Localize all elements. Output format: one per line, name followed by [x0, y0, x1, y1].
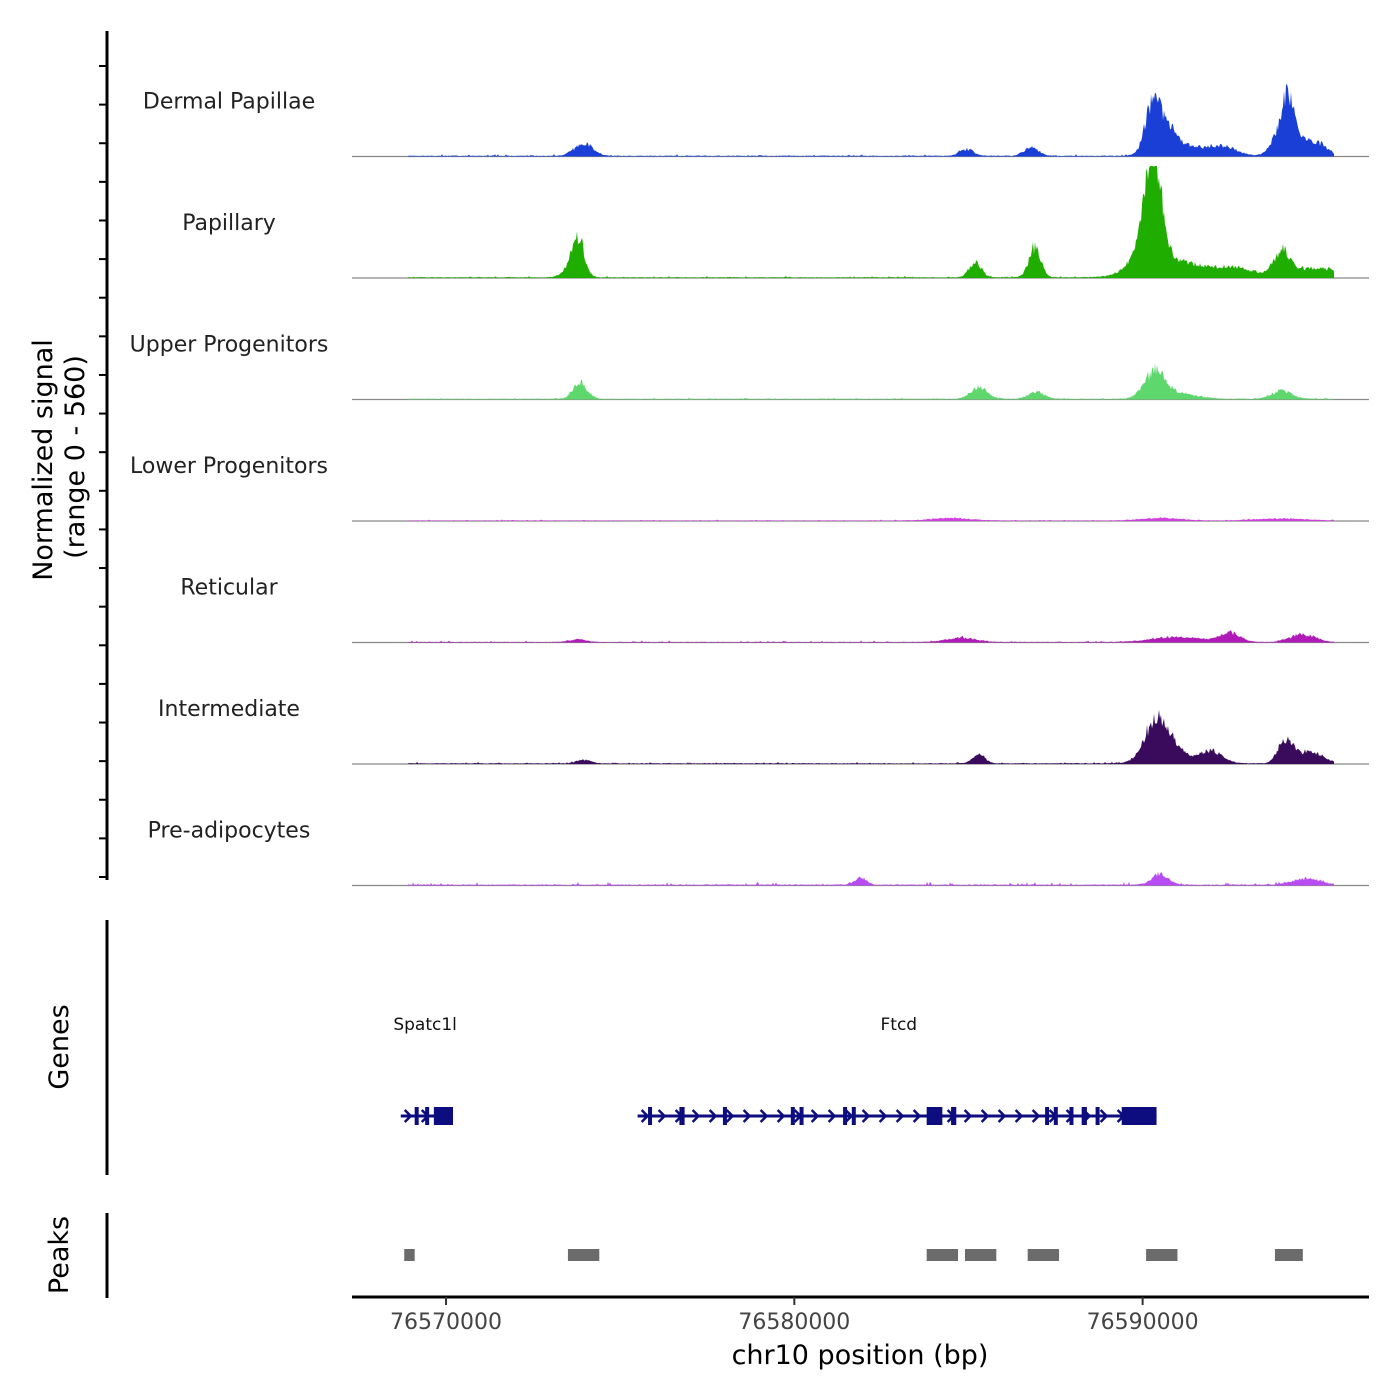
track-dermal-papillae: Dermal Papillae [143, 84, 1369, 158]
peak-region [567, 1249, 600, 1261]
x-tick-label: 76580000 [738, 1310, 850, 1335]
signal-area [408, 84, 1334, 157]
exon [843, 1107, 848, 1125]
y-axis-label-line2: (range 0 - 560) [60, 355, 91, 559]
strand-arrow [657, 1109, 667, 1123]
strand-arrow [725, 1109, 735, 1123]
exon [1095, 1107, 1100, 1125]
x-tick-label: 76590000 [1087, 1310, 1199, 1335]
genes-panel-label: Genes [44, 1004, 75, 1089]
peak-region [964, 1249, 997, 1261]
exon [1081, 1107, 1087, 1125]
track-label: Dermal Papillae [143, 90, 315, 115]
gene-spatc1l: Spatc1l [393, 1015, 457, 1125]
peaks-track [404, 1249, 1303, 1261]
gene-track: Spatc1l Ftcd [393, 1015, 1157, 1125]
strand-arrow [844, 1109, 854, 1123]
exon [1045, 1107, 1050, 1125]
strand-arrow [1014, 1109, 1024, 1123]
signal-area [408, 363, 1334, 400]
strand-arrow [742, 1109, 752, 1123]
peak-region [1027, 1249, 1060, 1261]
strand-arrow [759, 1109, 769, 1123]
track-reticular: Reticular [180, 576, 1369, 644]
peak-region [1146, 1249, 1178, 1261]
strand-arrow [1031, 1109, 1041, 1123]
exon [425, 1107, 430, 1125]
exon [790, 1107, 795, 1125]
track-lower-progenitors: Lower Progenitors [130, 454, 1369, 522]
strand-arrow [861, 1109, 871, 1123]
y-axis-label-line1: Normalized signal [28, 339, 59, 581]
track-label: Lower Progenitors [130, 454, 328, 479]
track-intermediate: Intermediate [158, 697, 1369, 765]
exon [722, 1107, 727, 1125]
track-upper-progenitors: Upper Progenitors [130, 333, 1369, 401]
strand-arrow [912, 1109, 922, 1123]
signal-y-ticks [99, 65, 107, 878]
strand-arrow [878, 1109, 888, 1123]
exon [1053, 1107, 1058, 1125]
exon [799, 1107, 804, 1125]
strand-arrow [997, 1109, 1007, 1123]
gene-label: Spatc1l [393, 1015, 457, 1035]
strand-arrow [810, 1109, 820, 1123]
peak-region [404, 1249, 415, 1261]
strand-arrow [640, 1109, 650, 1123]
peak-region [926, 1249, 959, 1261]
signal-area [408, 166, 1334, 278]
signal-area [408, 871, 1334, 886]
exon [414, 1107, 419, 1125]
strand-arrow [691, 1109, 701, 1123]
track-label: Reticular [180, 576, 278, 601]
gene-ftcd: Ftcd [637, 1015, 1157, 1125]
track-label: Pre-adipocytes [148, 819, 311, 844]
peak-region [1274, 1249, 1303, 1261]
track-label: Papillary [182, 211, 276, 236]
signal-tracks: Dermal Papillae Papillary Upper Progenitor… [130, 84, 1369, 887]
signal-area [408, 709, 1334, 764]
strand-arrow [403, 1109, 413, 1123]
signal-area [408, 630, 1334, 643]
exon [1069, 1107, 1074, 1125]
signal-area [408, 516, 1334, 521]
track-label: Upper Progenitors [130, 333, 329, 358]
exon [926, 1107, 943, 1125]
exon [433, 1107, 454, 1125]
strand-arrow [963, 1109, 973, 1123]
strand-arrow [1099, 1109, 1109, 1123]
strand-arrow [895, 1109, 905, 1123]
track-papillary: Papillary [182, 166, 1369, 279]
strand-arrow [776, 1109, 786, 1123]
peaks-panel-label: Peaks [44, 1216, 75, 1294]
exon [851, 1107, 856, 1125]
x-axis-ticks: 76570000 76580000 76590000 [390, 1297, 1199, 1335]
x-tick-label: 76570000 [390, 1310, 502, 1335]
track-pre-adipocytes: Pre-adipocytes [148, 819, 1369, 887]
exon [648, 1107, 653, 1125]
track-label: Intermediate [158, 697, 300, 722]
exon [1121, 1107, 1157, 1125]
strand-arrow [708, 1109, 718, 1123]
strand-arrow [827, 1109, 837, 1123]
gene-label: Ftcd [881, 1015, 918, 1035]
strand-arrow [980, 1109, 990, 1123]
exon [679, 1107, 685, 1125]
x-axis-label: chr10 position (bp) [732, 1340, 989, 1371]
exon [951, 1107, 957, 1125]
